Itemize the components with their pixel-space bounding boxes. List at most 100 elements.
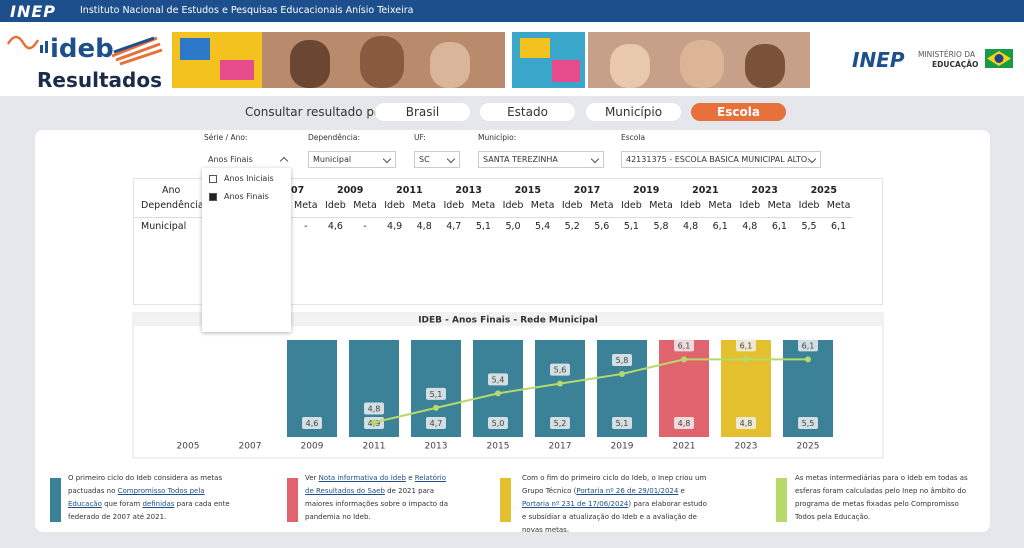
ministry: MINISTÉRIO DA <box>918 50 976 59</box>
filter-select[interactable]: Municipal <box>308 151 396 168</box>
value-label: 5,4 <box>492 375 505 384</box>
table-corner: Ano <box>162 185 181 196</box>
chevron <box>279 156 289 166</box>
checkbox <box>209 175 217 183</box>
sub-header: Meta <box>826 200 851 211</box>
value-label: 5,1 <box>616 419 629 428</box>
note-span: As metas intermediárias para o Ideb em t… <box>795 474 968 521</box>
note-bar <box>776 478 787 522</box>
chart-frame <box>132 312 884 459</box>
note-text: O primeiro ciclo do Ideb considera as me… <box>68 472 233 524</box>
row-label: Municipal <box>141 221 187 232</box>
header: ideb Resultados INEP MINISTÉRIO DA EDUCA… <box>0 22 1024 96</box>
x-tick-label: 2011 <box>363 442 386 452</box>
x-tick-label: 2009 <box>301 442 324 452</box>
table-cell: 4,9 <box>387 221 403 232</box>
sub-header: Ideb <box>739 200 761 211</box>
table-cell: 4,7 <box>446 221 462 232</box>
nav-button[interactable]: Brasil <box>375 103 470 121</box>
value-label: 6,1 <box>802 341 815 350</box>
table-cell: 5,1 <box>475 221 491 232</box>
year-header: 2015 <box>514 185 542 196</box>
x-tick-label: 2013 <box>425 442 448 452</box>
meta-point <box>681 356 687 363</box>
sub-header: Meta <box>708 200 732 211</box>
sub-header: Meta <box>530 200 555 211</box>
nav-button[interactable]: Município <box>586 103 681 121</box>
filter-value: SC <box>419 155 430 164</box>
meta-point <box>557 380 563 387</box>
value-label-box <box>550 363 570 376</box>
meta-line <box>373 358 808 424</box>
note-link[interactable]: Nota informativa do Ideb <box>318 474 406 482</box>
note-span: ) para elaborar estudo e subsidiar a atu… <box>522 500 707 534</box>
note-link[interactable]: Relatório de Resultados do Saeb <box>305 474 446 495</box>
note-span: e <box>405 474 415 482</box>
note-text: Com o fim do primeiro ciclo do Ideb, o I… <box>522 472 712 537</box>
value-label: 5,5 <box>802 419 815 428</box>
meta-point <box>805 356 811 363</box>
year-header: 2021 <box>692 185 719 196</box>
sub-header: Meta <box>649 200 673 211</box>
table-cell: 6,1 <box>771 221 787 232</box>
filter-select[interactable]: SANTA TEREZINHA <box>478 151 604 168</box>
year-header: 2009 <box>336 185 364 196</box>
nav-button[interactable]: Escola <box>691 103 786 121</box>
note-link[interactable]: Portaria nº 26 de 29/01/2024 <box>576 487 679 495</box>
sub-header: Meta <box>767 200 792 211</box>
value-label: 4,6 <box>306 419 319 428</box>
note-link[interactable]: Portaria nº 231 de 17/06/2024 <box>522 500 629 508</box>
sub-header: Ideb <box>502 200 524 211</box>
value-label: 5,0 <box>492 419 505 428</box>
note-link[interactable]: Compromisso Todos pela Educação <box>68 487 205 508</box>
filter-value: 42131375 - ESCOLA BASICA MUNICIPAL ALTO.… <box>626 155 815 164</box>
inep-logo: INEP <box>852 48 905 72</box>
value-label: 5,2 <box>554 419 567 428</box>
filter-label: Dependência: <box>308 133 360 142</box>
x-tick-label: 2007 <box>239 442 262 452</box>
filter-label: UF: <box>414 133 426 142</box>
value-label: 4,8 <box>678 419 691 428</box>
value-label-box <box>674 339 694 352</box>
value-label: 5,8 <box>616 356 629 365</box>
filter-select[interactable]: 42131375 - ESCOLA BASICA MUNICIPAL ALTO.… <box>621 151 821 168</box>
brand-subtitle: Resultados <box>37 68 162 92</box>
dropdown-option[interactable]: Anos Iniciais <box>209 174 274 183</box>
table-cell: 5,0 <box>505 221 521 232</box>
value-label: 6,1 <box>740 341 753 350</box>
value-label-box <box>736 417 756 429</box>
sub-header: Meta <box>471 200 496 211</box>
note-link[interactable]: definidas <box>142 500 175 508</box>
value-label: 5,1 <box>430 390 443 399</box>
sub-header: Ideb <box>443 200 465 211</box>
value-label-box <box>612 417 632 429</box>
filter-value: Anos Finais <box>208 155 253 164</box>
value-label-box <box>798 417 818 429</box>
nav-button[interactable]: Estado <box>480 103 575 121</box>
panel <box>35 130 990 532</box>
note-bar <box>50 478 61 522</box>
value-label-box <box>302 417 322 429</box>
filter-value: SANTA TEREZINHA <box>483 155 558 164</box>
sub-header: Ideb <box>621 200 642 211</box>
dropdown-option[interactable]: Anos Finais <box>209 192 269 201</box>
value-label: 5,6 <box>554 366 567 375</box>
table-cell: 6,1 <box>831 221 847 232</box>
chart-title: IDEB - Anos Finais - Rede Municipal <box>418 316 598 326</box>
value-label-box <box>488 417 508 429</box>
value-label: 4,7 <box>430 419 443 428</box>
filter-select[interactable]: Anos Finais <box>204 151 292 168</box>
brand: ideb <box>50 34 114 64</box>
inep-logo: INEP <box>10 2 56 21</box>
nav-label: Consultar resultado por: <box>245 105 391 119</box>
note-text: Ver Nota informativa do Ideb e Relatório… <box>305 472 455 524</box>
x-tick-label: 2019 <box>611 442 634 452</box>
value-label-box <box>674 417 694 429</box>
filter-select[interactable]: SC <box>414 151 460 168</box>
sub-header: Ideb <box>325 200 346 211</box>
chevron <box>446 154 456 164</box>
value-label-box <box>426 387 446 400</box>
table-cell: 4,6 <box>327 221 343 232</box>
note-span: para cada ente federado de 2007 até 2021… <box>68 500 230 521</box>
table-cell: 5,6 <box>594 221 610 232</box>
